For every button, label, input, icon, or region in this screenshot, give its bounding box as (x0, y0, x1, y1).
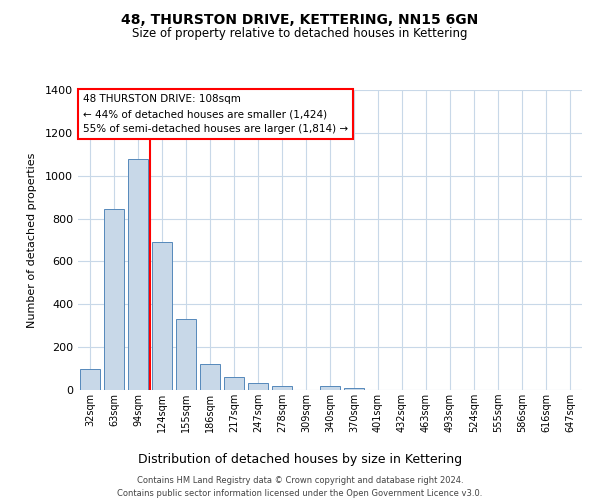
Bar (344, 388, 364, 390)
Bar (224, 377, 244, 390)
Bar (272, 386, 292, 390)
Text: Contains HM Land Registry data © Crown copyright and database right 2024.
Contai: Contains HM Land Registry data © Crown c… (118, 476, 482, 498)
Text: Size of property relative to detached houses in Kettering: Size of property relative to detached ho… (132, 28, 468, 40)
Text: 48 THURSTON DRIVE: 108sqm
← 44% of detached houses are smaller (1,424)
55% of se: 48 THURSTON DRIVE: 108sqm ← 44% of detac… (83, 94, 348, 134)
Text: 48, THURSTON DRIVE, KETTERING, NN15 6GN: 48, THURSTON DRIVE, KETTERING, NN15 6GN (121, 12, 479, 26)
Bar (320, 386, 340, 390)
Y-axis label: Number of detached properties: Number of detached properties (26, 152, 37, 328)
Text: Distribution of detached houses by size in Kettering: Distribution of detached houses by size … (138, 452, 462, 466)
Bar (200, 364, 220, 390)
Bar (80, 368, 100, 390)
Bar (248, 383, 268, 390)
Bar (104, 209, 124, 390)
Bar (176, 320, 196, 390)
Bar (152, 242, 172, 390)
Bar (128, 158, 148, 390)
